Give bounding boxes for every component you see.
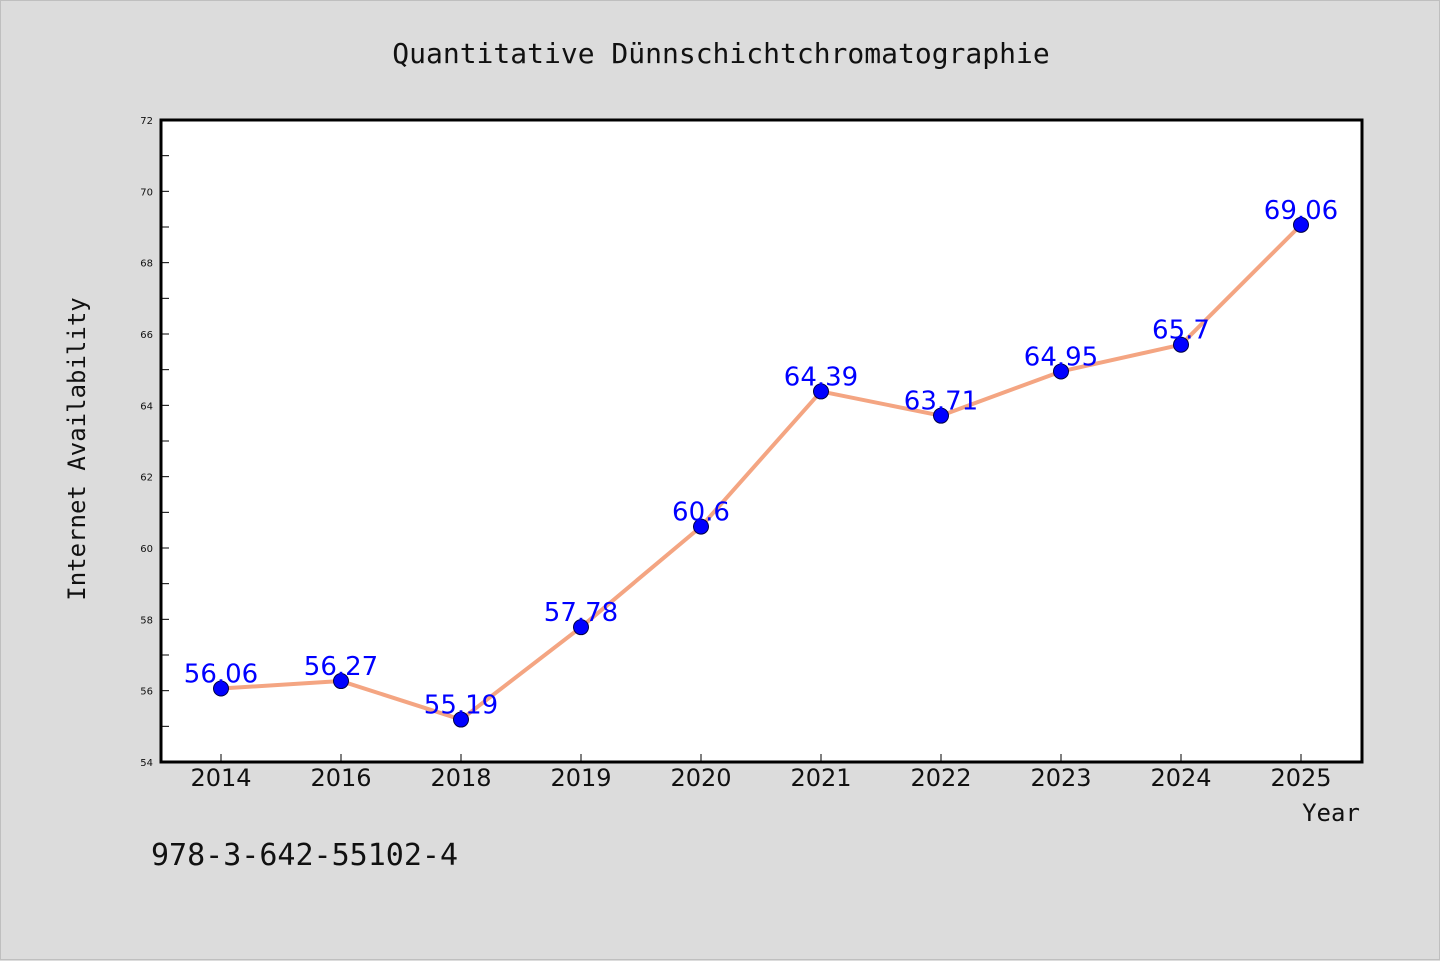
x-tick-label: 2016 <box>310 764 371 792</box>
plot-area <box>159 118 1364 764</box>
data-point <box>573 619 589 636</box>
series-line <box>220 223 1303 722</box>
data-labels: 56.06 56.27 55.19 57.78 60.6 64.39 63.71 64.95 6… <box>184 196 1338 721</box>
y-tick-label: 60 <box>140 544 153 555</box>
y-tick-label: 64 <box>140 401 153 412</box>
data-point <box>213 680 229 697</box>
data-point <box>1173 336 1189 353</box>
x-axis: 2014 2016 2018 2019 2020 2021 2022 2023 2024 2025 <box>190 754 1332 792</box>
data-label: 65.7 <box>1152 316 1210 346</box>
x-tick-label: 2023 <box>1030 764 1091 792</box>
data-label: 64.39 <box>784 362 858 392</box>
x-tick-label: 2021 <box>790 764 851 792</box>
x-tick-label: 2018 <box>430 764 491 792</box>
data-markers <box>213 216 1309 728</box>
data-point <box>1293 216 1309 233</box>
y-tick-label: 72 <box>140 116 153 127</box>
y-tick-label: 70 <box>140 187 153 198</box>
y-tick-label: 68 <box>140 259 153 270</box>
data-label: 57.78 <box>544 598 618 628</box>
data-point <box>1053 363 1069 380</box>
y-tick-label: 58 <box>140 615 153 626</box>
y-tick-label: 54 <box>140 758 153 769</box>
x-tick-label: 2022 <box>910 764 971 792</box>
isbn-text: 978-3-642-55102-4 <box>151 838 458 873</box>
data-point <box>693 518 709 535</box>
x-tick-label: 2020 <box>670 764 731 792</box>
data-label: 60.6 <box>672 498 730 528</box>
chart-title: Quantitative Dünnschichtchromatographie <box>392 37 1049 70</box>
data-label: 55.19 <box>424 691 498 721</box>
data-label: 63.71 <box>904 387 978 417</box>
y-tick-label: 66 <box>140 330 153 341</box>
x-tick-label: 2025 <box>1270 764 1331 792</box>
data-point <box>813 383 829 400</box>
x-axis-label: Year <box>1302 799 1360 827</box>
data-point <box>453 711 469 728</box>
data-label: 56.06 <box>184 660 258 690</box>
x-tick-label: 2019 <box>550 764 611 792</box>
y-axis: 54 56 58 60 62 64 66 68 70 72 <box>140 116 169 769</box>
x-tick-label: 2014 <box>190 764 251 792</box>
y-tick-label: 56 <box>140 687 153 698</box>
x-tick-label: 2024 <box>1150 764 1211 792</box>
data-label: 56.27 <box>304 652 378 682</box>
data-point <box>333 673 349 690</box>
y-axis-label: Internet Availability <box>63 297 91 600</box>
data-label: 64.95 <box>1024 342 1098 372</box>
data-label: 69.06 <box>1264 196 1338 226</box>
y-tick-label: 62 <box>140 473 153 484</box>
data-point <box>933 407 949 424</box>
